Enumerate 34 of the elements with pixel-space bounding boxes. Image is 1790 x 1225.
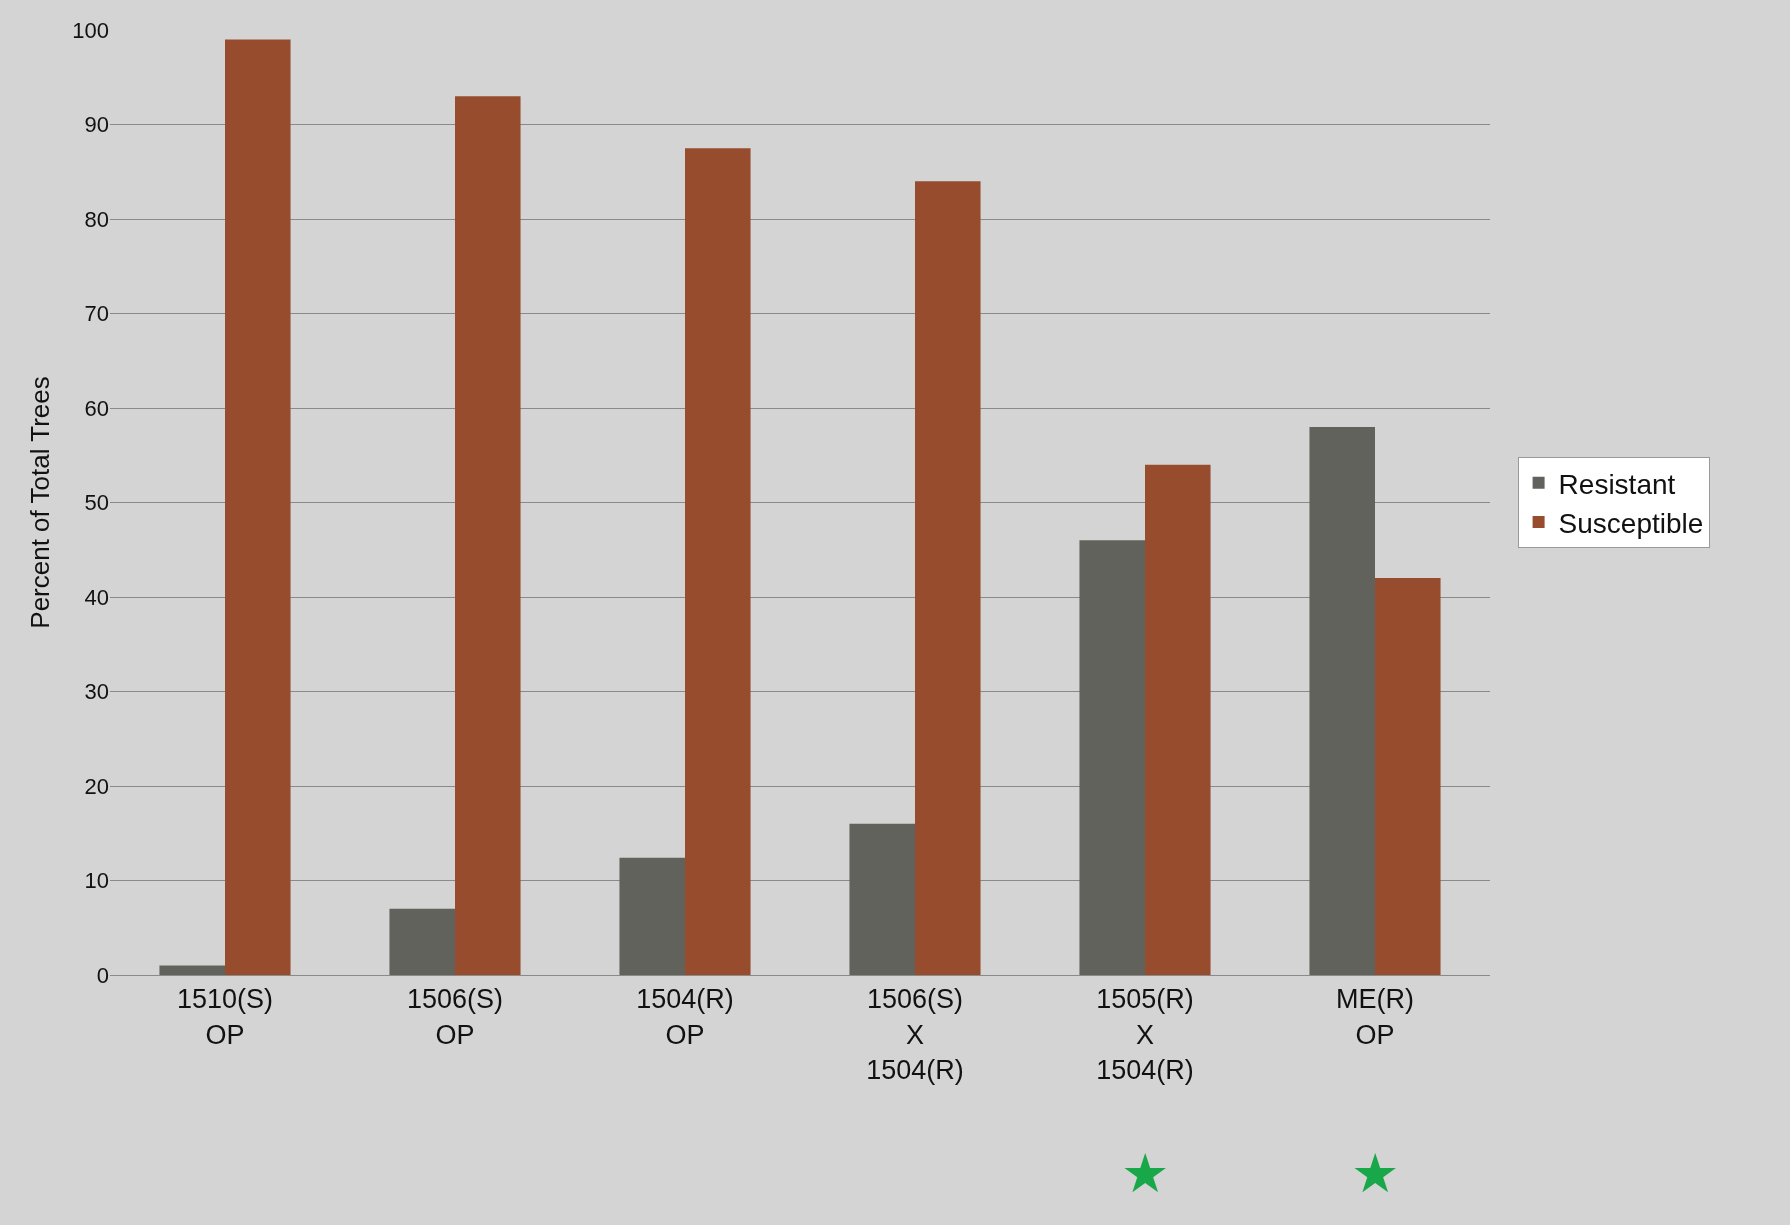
y-tick-label: 30: [84, 679, 109, 705]
bar: [849, 823, 915, 975]
text: ★: [1121, 1142, 1170, 1205]
y-tick-label: 90: [84, 112, 109, 138]
bar: [159, 965, 225, 975]
bar: [1309, 426, 1375, 975]
bar: [1079, 540, 1145, 975]
bar: [1145, 464, 1211, 975]
legend-label: Susceptible: [1558, 508, 1704, 540]
y-tick-label: 70: [84, 301, 109, 327]
text: ★: [1351, 1142, 1400, 1205]
bar: [1375, 578, 1441, 975]
bar: [685, 148, 751, 975]
y-tick-label: 10: [84, 868, 109, 894]
y-tick-label: 20: [84, 773, 109, 799]
y-tick-label: 40: [84, 584, 109, 610]
y-tick-label: 60: [84, 395, 109, 421]
bar: [619, 857, 685, 975]
bar: [915, 181, 981, 975]
bar: [225, 39, 291, 975]
legend-label: Resistant: [1558, 468, 1676, 500]
x-tick-label: 1504(R) OP: [636, 984, 734, 1050]
y-tick-label: 0: [96, 962, 109, 988]
x-tick-label: 1506(S) OP: [406, 984, 504, 1050]
y-tick-label: 50: [84, 490, 109, 516]
y-axis-title: Percent of Total Trees: [24, 376, 55, 629]
x-tick-label: 1505(R) X 1504(R): [1096, 984, 1194, 1085]
bar: [389, 908, 455, 975]
bar: [455, 96, 521, 975]
x-tick-label: 1510(S) OP: [176, 984, 274, 1050]
x-tick-label: 1506(S) X 1504(R): [866, 984, 964, 1085]
y-tick-label: 80: [84, 206, 109, 232]
y-tick-label: 100: [72, 17, 109, 43]
x-tick-label: ME(R) OP: [1336, 984, 1414, 1050]
